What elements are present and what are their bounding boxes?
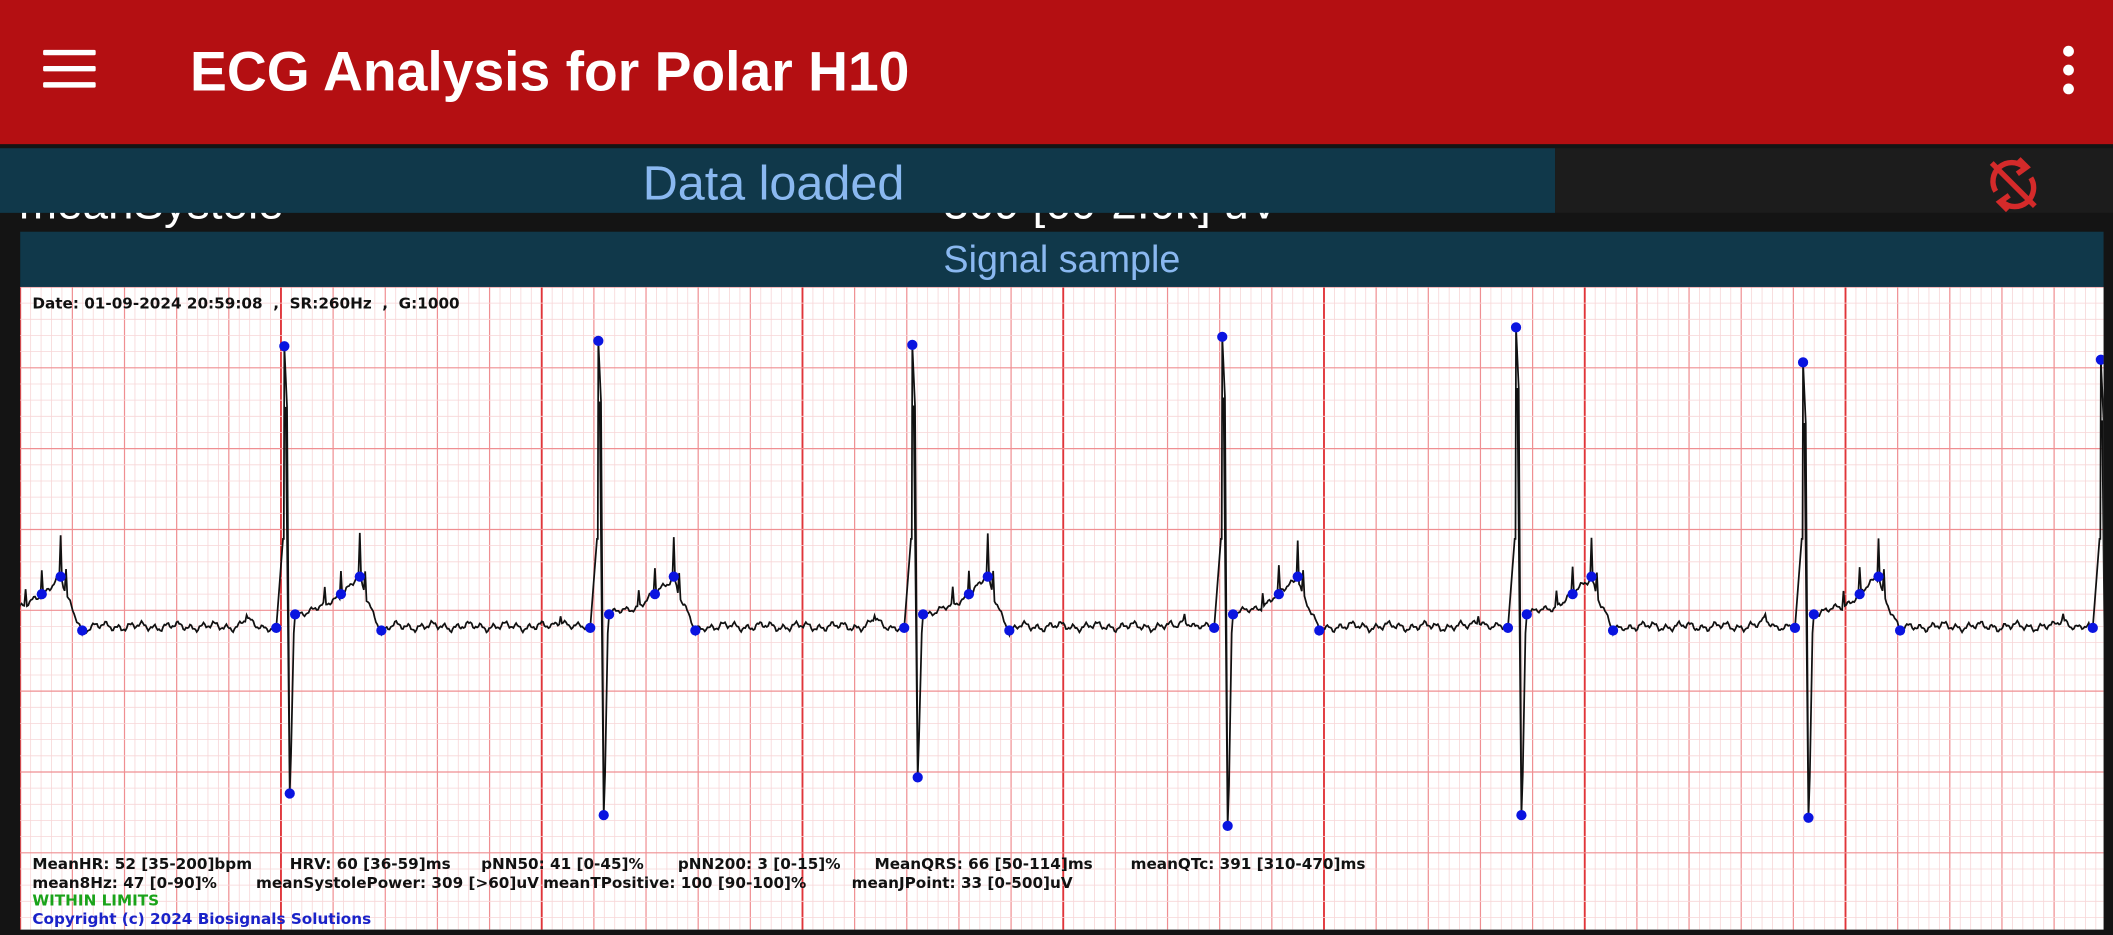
menu-button[interactable] <box>43 49 96 88</box>
status-bar <box>0 148 1556 213</box>
ecg-trace <box>20 322 2104 831</box>
fiducial-point <box>271 622 282 633</box>
fiducial-point <box>1502 622 1514 633</box>
stat: mean8Hz: 47 [0-90]% <box>32 874 217 892</box>
fiducial-point <box>1873 571 1884 582</box>
fiducial-point <box>2087 622 2098 633</box>
stat: pNN50: 41 [0-45]% <box>481 855 644 873</box>
fiducial-point <box>1292 571 1303 582</box>
ecg-paper <box>20 286 2104 930</box>
fiducial-point <box>1222 820 1233 831</box>
copyright: Copyright (c) 2024 Biosignals Solutions <box>32 910 371 928</box>
fiducial-point <box>55 571 66 582</box>
fiducial-point <box>77 625 88 636</box>
fiducial-point <box>1586 571 1597 582</box>
fiducial-point <box>649 589 661 600</box>
fiducial-point <box>1217 331 1228 342</box>
ecg-line <box>20 327 2104 826</box>
fiducial-point <box>1803 812 1814 823</box>
stat: MeanHR: 52 [35-200]bpm <box>32 855 252 873</box>
fiducial-point <box>1209 622 1220 633</box>
fiducial-point <box>917 609 929 620</box>
fiducial-point <box>963 589 975 600</box>
stat: MeanQRS: 66 [50-114]ms <box>875 855 1093 873</box>
overflow-menu[interactable] <box>2063 45 2074 95</box>
fiducial-point <box>376 625 387 636</box>
fiducial-point <box>585 622 596 633</box>
fiducial-point <box>1854 589 1865 600</box>
sync-off-button[interactable] <box>1989 157 2037 213</box>
fiducial-point <box>1227 609 1239 620</box>
fiducial-point <box>1567 589 1578 600</box>
stat: pNN200: 3 [0-15]% <box>678 855 841 873</box>
fiducial-point <box>284 788 295 799</box>
fiducial-point <box>1789 622 1801 633</box>
fiducial-point <box>1510 322 1522 333</box>
panel-header <box>20 231 2104 287</box>
fiducial-point <box>1894 625 1906 636</box>
fiducial-point <box>1521 609 1532 620</box>
info-line: Date: 01-09-2024 20:59:08 , SR:260Hz , G… <box>32 295 459 313</box>
fiducial-point <box>593 335 604 346</box>
fiducial-point <box>1797 357 1809 368</box>
stat: HRV: 60 [36-59]ms <box>290 855 451 873</box>
fiducial-point <box>690 625 701 636</box>
fiducial-point <box>36 589 47 600</box>
stat: meanQTc: 391 [310-470]ms <box>1131 855 1366 873</box>
fiducial-point <box>1273 589 1284 600</box>
fiducial-point <box>335 589 347 600</box>
app-bar <box>0 0 2113 145</box>
fiducial-point <box>982 571 993 582</box>
app-title: ECG Analysis for Polar H10 <box>190 40 909 102</box>
status-message: Data loaded <box>643 156 905 210</box>
fiducial-point <box>289 609 301 620</box>
stat: meanJPoint: 33 [0-500]uV <box>852 874 1073 892</box>
fiducial-point <box>1516 809 1527 821</box>
fiducial-point <box>899 622 910 633</box>
fiducial-point <box>1607 625 1619 636</box>
fiducial-point <box>603 609 615 620</box>
fiducial-point <box>1314 625 1325 636</box>
ecg-grid <box>20 286 2104 930</box>
fiducial-point <box>1004 625 1015 636</box>
stat: meanTPositive: 100 [90-100]% <box>543 874 806 892</box>
fiducial-point <box>668 571 679 582</box>
fiducial-point <box>2095 354 2104 365</box>
fiducial-point <box>907 339 918 351</box>
fiducial-point <box>912 772 923 783</box>
fiducial-point <box>598 809 609 821</box>
panel-title: Signal sample <box>943 238 1180 280</box>
fiducial-point <box>354 571 365 582</box>
fiducial-point <box>1808 609 1819 620</box>
verdict: WITHIN LIMITS <box>32 891 159 909</box>
stat: meanSystolePower: 309 [>60]uV <box>256 874 539 892</box>
fiducial-point <box>279 341 290 352</box>
